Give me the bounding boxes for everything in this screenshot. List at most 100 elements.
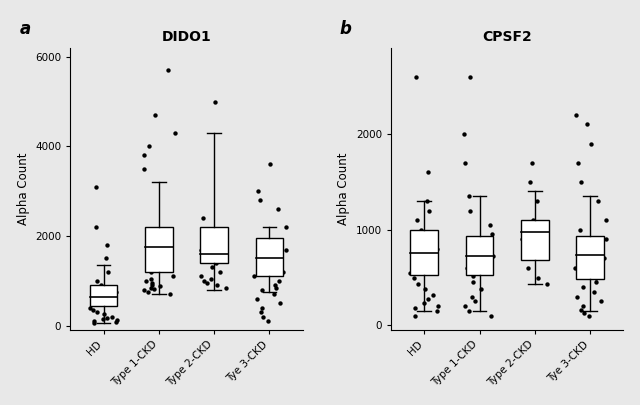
Point [111,319,121,325]
Point [196,246,207,253]
Point [143,289,154,295]
Point [270,284,280,291]
Point [215,269,225,275]
Point [270,282,280,289]
Point [525,179,536,185]
Point [578,303,588,309]
Point [579,310,589,316]
Point [146,269,156,275]
Point [601,236,611,243]
Point [409,274,419,281]
Point [459,131,469,137]
Point [476,286,486,292]
Point [527,245,537,252]
Point [207,237,218,244]
Point [463,193,474,199]
Point [586,140,596,147]
Point [522,265,532,271]
Point [254,237,264,244]
Point [486,231,497,238]
Point [589,289,600,295]
Point [255,262,265,269]
Point [165,291,175,298]
Point [423,295,433,302]
Point [412,73,422,80]
Point [102,269,113,275]
Point [519,255,529,262]
Point [205,255,215,262]
Point [212,228,222,235]
Point [422,169,433,175]
Point [91,287,101,293]
Point [576,179,586,185]
Point [139,166,149,172]
Point [210,98,220,105]
Point [405,269,415,276]
Point [252,296,262,302]
Point [488,253,499,260]
Point [467,247,477,254]
Point [273,206,283,212]
Bar [255,238,284,276]
Title: DIDO1: DIDO1 [162,30,211,44]
Point [99,311,109,318]
Point [542,281,552,288]
Point [593,198,604,204]
Point [198,278,209,284]
Point [527,160,537,166]
Point [255,309,266,315]
Point [484,222,495,228]
Text: b: b [340,19,352,38]
Point [161,262,172,269]
Point [164,251,174,257]
Point [255,197,266,203]
Point [275,300,285,307]
Point [274,278,284,284]
Point [517,236,527,243]
Point [202,280,212,286]
Point [145,275,156,282]
Point [92,183,102,190]
Point [467,294,477,300]
Point [269,291,279,298]
Point [527,217,538,223]
Point [420,286,430,292]
Point [464,308,474,314]
Point [432,245,442,252]
Point [482,241,492,247]
Point [461,265,472,271]
Point [532,274,543,281]
Point [422,198,432,204]
Point [591,274,601,281]
Point [206,251,216,257]
Point [433,303,444,309]
Point [584,313,594,319]
Point [144,143,154,150]
Point [101,255,111,262]
Point [221,284,232,291]
Point [412,236,422,243]
Point [536,226,546,233]
Point [427,265,437,271]
Point [591,279,602,286]
Point [257,305,267,311]
Point [596,298,606,305]
Point [170,130,180,136]
Point [572,294,582,300]
Point [102,314,113,321]
Point [138,152,148,159]
Point [470,298,480,305]
Point [149,286,159,292]
Point [599,255,609,262]
Point [143,233,153,239]
Point [144,242,154,248]
Point [95,282,106,289]
Point [139,287,149,293]
Point [424,207,434,214]
Point [102,242,112,248]
Point [150,112,160,118]
Point [147,280,157,286]
Point [141,278,151,284]
Point [410,313,420,319]
Point [168,273,178,279]
